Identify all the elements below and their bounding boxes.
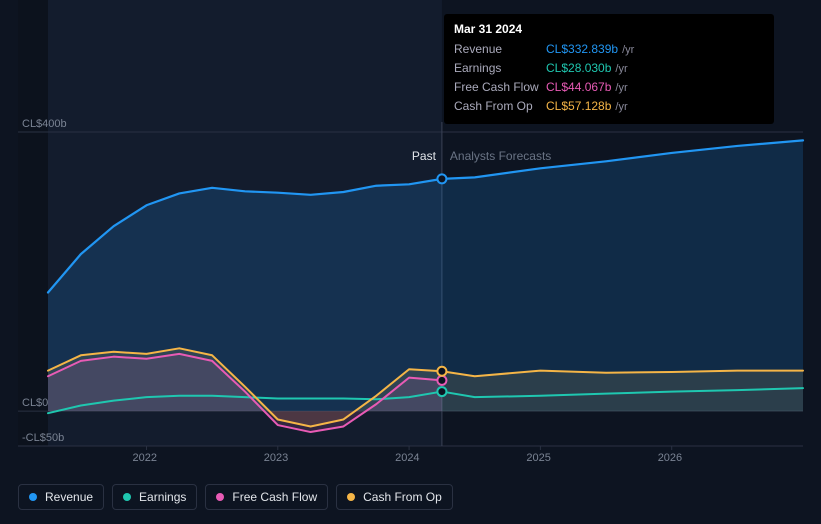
tooltip-date: Mar 31 2024 [454,22,764,36]
series-marker [437,367,446,376]
legend-label: Revenue [45,490,93,504]
legend: Revenue Earnings Free Cash Flow Cash From O… [18,484,453,510]
y-axis-label: CL$0 [22,397,48,409]
legend-dot-icon [29,493,37,501]
legend-dot-icon [347,493,355,501]
x-axis-label: 2026 [658,452,682,464]
x-axis-label: 2022 [132,452,156,464]
tooltip-row-suffix: /yr [615,98,627,116]
predata-mask [18,0,48,446]
y-axis-label: -CL$50b [22,432,64,444]
tooltip-row-suffix: /yr [622,41,634,59]
past-section-label: Past [412,149,436,163]
chart-tooltip: Mar 31 2024 RevenueCL$332.839b/yrEarning… [444,14,774,124]
series-marker [437,376,446,385]
legend-item-revenue[interactable]: Revenue [18,484,104,510]
legend-item-earnings[interactable]: Earnings [112,484,197,510]
legend-label: Free Cash Flow [232,490,317,504]
legend-item-cash-from-op[interactable]: Cash From Op [336,484,453,510]
tooltip-row: EarningsCL$28.030b/yr [454,59,764,78]
tooltip-row-label: Revenue [454,40,546,58]
tooltip-row-suffix: /yr [615,60,627,78]
tooltip-row-value: CL$332.839b [546,40,618,58]
series-marker [437,387,446,396]
tooltip-row-label: Free Cash Flow [454,78,546,96]
tooltip-row-value: CL$57.128b [546,97,611,115]
series-marker [437,174,446,183]
tooltip-row-suffix: /yr [615,79,627,97]
x-axis-label: 2025 [526,452,550,464]
tooltip-row: RevenueCL$332.839b/yr [454,40,764,59]
tooltip-row-value: CL$44.067b [546,78,611,96]
x-axis-label: 2023 [264,452,288,464]
legend-label: Cash From Op [363,490,442,504]
tooltip-row-label: Cash From Op [454,97,546,115]
legend-dot-icon [123,493,131,501]
financials-chart: Past Analysts Forecasts Mar 31 2024 Reve… [0,0,821,524]
x-axis-label: 2024 [395,452,419,464]
tooltip-row-label: Earnings [454,59,546,77]
forecast-section-label: Analysts Forecasts [450,149,551,163]
tooltip-row-value: CL$28.030b [546,59,611,77]
tooltip-row: Free Cash FlowCL$44.067b/yr [454,78,764,97]
legend-item-free-cash-flow[interactable]: Free Cash Flow [205,484,328,510]
tooltip-row: Cash From OpCL$57.128b/yr [454,97,764,116]
y-axis-label: CL$400b [22,118,67,130]
legend-dot-icon [216,493,224,501]
legend-label: Earnings [139,490,186,504]
